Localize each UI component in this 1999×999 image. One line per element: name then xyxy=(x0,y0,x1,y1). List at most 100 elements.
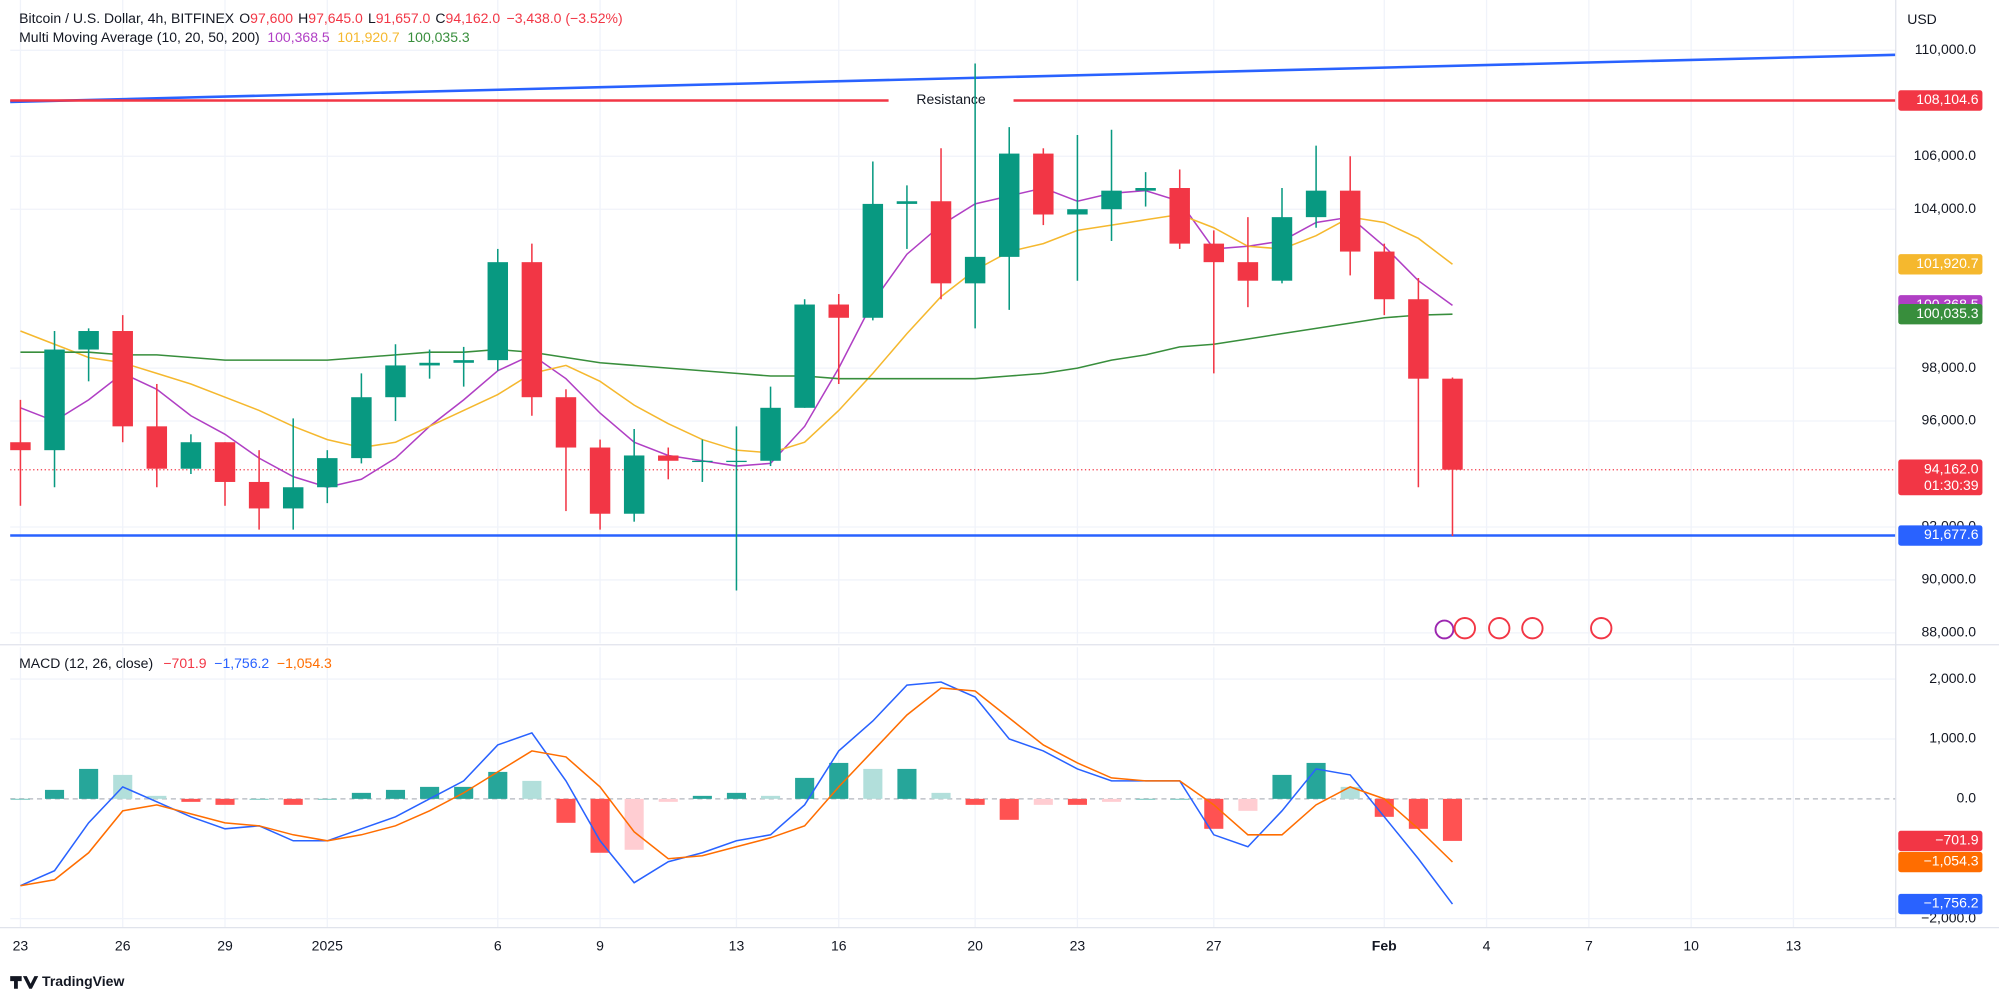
candle-body xyxy=(453,360,474,363)
histogram-bar xyxy=(692,795,712,799)
histogram-bar xyxy=(965,798,985,805)
ohlc-value: 91,657.0 xyxy=(376,10,431,26)
histogram-bar xyxy=(283,798,303,805)
logo-mark xyxy=(10,976,39,989)
histogram-bar xyxy=(44,789,65,799)
histogram-bar xyxy=(590,798,610,853)
histogram-bar xyxy=(1101,798,1122,802)
x-tick-label: 16 xyxy=(831,937,847,953)
candle-body xyxy=(658,455,679,461)
candle-body xyxy=(282,487,304,509)
candle-body xyxy=(44,349,65,451)
histogram-bar xyxy=(385,789,406,799)
histogram-bar xyxy=(931,792,951,799)
x-tick-label: 26 xyxy=(115,937,131,953)
candle-body xyxy=(896,201,918,204)
histogram-bar xyxy=(624,798,644,850)
ohlc-value: 94,162.0 xyxy=(446,10,501,26)
x-tick-label: 13 xyxy=(1786,937,1802,953)
last-price-countdown: 01:30:39 xyxy=(1924,477,1979,493)
candle-body xyxy=(862,203,884,318)
macd-value: −701.9 xyxy=(163,655,206,671)
histogram-bar xyxy=(1306,762,1326,799)
x-tick-label: 9 xyxy=(596,937,604,953)
histogram-bar xyxy=(1067,798,1087,805)
candle-body xyxy=(180,442,202,469)
support-box xyxy=(1898,525,1983,546)
histogram-bar xyxy=(761,795,781,799)
candle-body xyxy=(1237,262,1259,281)
x-tick-label: 6 xyxy=(494,937,502,953)
macd-value-box-label: −701.9 xyxy=(1935,832,1978,848)
event-icon xyxy=(1590,617,1613,640)
histogram-bar xyxy=(658,798,678,802)
last-price-box-label: 94,162.0 xyxy=(1924,460,1979,476)
histogram-bar xyxy=(488,771,508,799)
resistance-label-bg xyxy=(888,89,1014,112)
histogram-bar xyxy=(249,798,269,800)
candle-body xyxy=(10,442,31,451)
logo: TradingView xyxy=(10,973,124,989)
candle-body xyxy=(112,331,133,427)
event-icon xyxy=(1488,617,1511,640)
candle-body xyxy=(1203,243,1225,263)
x-tick-label: 2025 xyxy=(312,937,343,953)
candle-body xyxy=(1033,153,1054,215)
candle-body xyxy=(1135,188,1156,191)
candle-body xyxy=(794,304,815,408)
candle-body xyxy=(351,397,372,459)
candle-body xyxy=(1169,188,1190,244)
ma-box xyxy=(1898,254,1983,275)
ohlc-key: L xyxy=(368,10,376,26)
histogram-bar xyxy=(1340,786,1360,799)
histogram-bar xyxy=(1033,798,1053,805)
histogram-bar xyxy=(522,780,542,799)
histogram-bar xyxy=(726,792,747,799)
histogram-bar xyxy=(829,762,849,799)
macd-value-box-label: −1,054.3 xyxy=(1924,853,1979,869)
histogram-bar xyxy=(147,795,167,799)
y-tick-label: 1,000.0 xyxy=(1929,730,1976,746)
y-tick-label: 98,000.0 xyxy=(1921,359,1976,375)
ma-value: 100,368.5 xyxy=(267,29,330,45)
y-tick-label: 88,000.0 xyxy=(1921,624,1976,640)
symbol-title: Bitcoin / U.S. Dollar, 4h, BITFINEX xyxy=(19,10,235,26)
macd-value-box xyxy=(1898,893,1983,915)
candle-body xyxy=(930,201,952,284)
candle-body xyxy=(726,460,747,463)
ma-title: Multi Moving Average (10, 20, 50, 200) xyxy=(19,29,260,45)
ma-box xyxy=(1898,303,1983,325)
x-tick-label: 23 xyxy=(13,937,29,953)
y-tick-label: 2,000.0 xyxy=(1929,670,1976,686)
histogram-bar xyxy=(1136,798,1156,800)
macd-legend: MACD (12, 26, close) −701.9 −1,756.2 −1,054… xyxy=(19,655,332,671)
macd-value: −1,756.2 xyxy=(214,655,269,671)
histogram-bar xyxy=(863,768,883,799)
ohlc-value: 97,600 xyxy=(250,10,293,26)
resistance-label: Resistance xyxy=(916,91,986,107)
event-icons xyxy=(1434,617,1613,640)
candle-body xyxy=(1101,190,1122,210)
x-tick-label: 29 xyxy=(217,937,233,953)
change: −3,438.0 (−3.52%) xyxy=(507,10,623,26)
histogram-bar xyxy=(1238,798,1258,811)
last-price-box xyxy=(1898,459,1983,496)
ohlc-key: H xyxy=(298,10,308,26)
currency: USD xyxy=(1907,11,1937,27)
ma-box-label: 101,920.7 xyxy=(1916,255,1979,271)
histogram-bar xyxy=(897,768,917,799)
candle-body xyxy=(1067,209,1088,215)
macd-value: −1,054.3 xyxy=(277,655,332,671)
candle-body xyxy=(214,442,236,482)
resistance-box xyxy=(1898,90,1983,111)
candle-body xyxy=(828,304,849,318)
histogram-bar xyxy=(420,786,440,799)
candle-body xyxy=(1374,251,1395,300)
histogram-bar xyxy=(1272,774,1292,799)
histogram-bar xyxy=(317,798,337,800)
candle-body xyxy=(317,458,338,488)
candle-body xyxy=(78,331,99,350)
macd-value-box xyxy=(1898,851,1983,873)
